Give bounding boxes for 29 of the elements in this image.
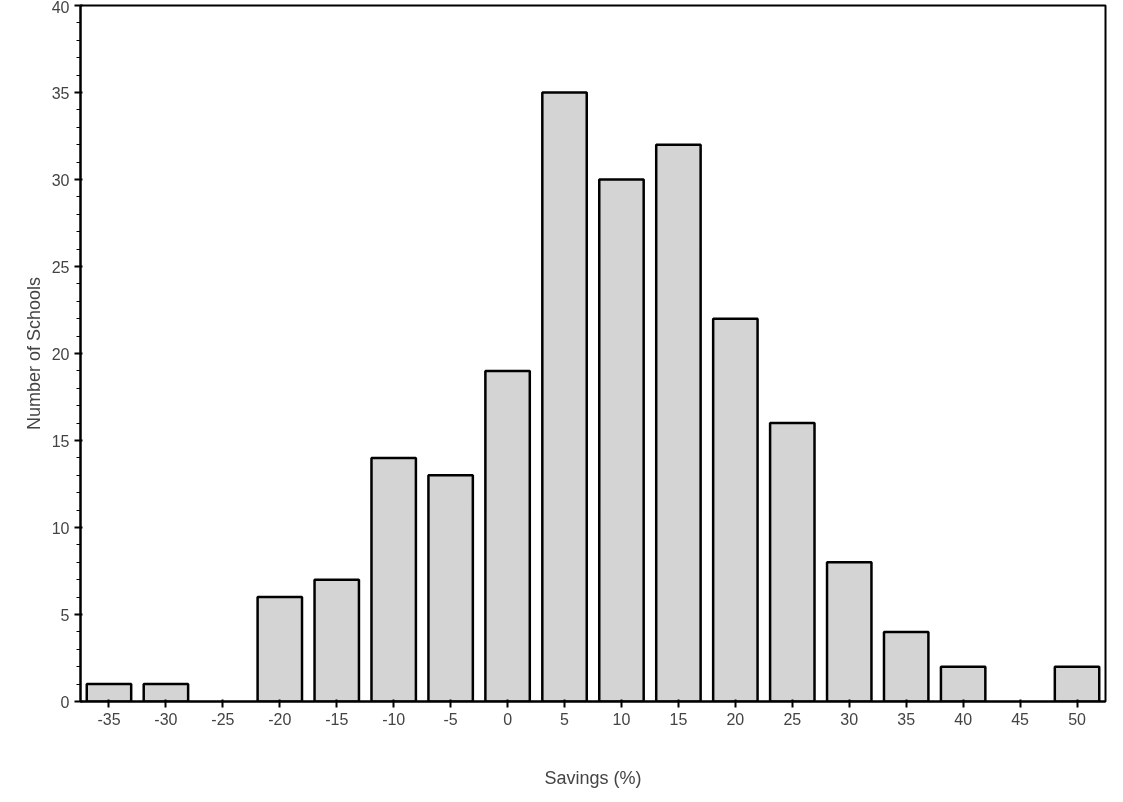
x-tick-label: -35 xyxy=(97,710,121,728)
x-tick-label: 15 xyxy=(669,710,688,728)
y-tick-label: 15 xyxy=(51,432,70,450)
x-tick-label: 5 xyxy=(560,710,570,728)
x-tick-label: 20 xyxy=(726,710,745,728)
y-tick-label: 0 xyxy=(60,693,70,711)
x-tick-label: -25 xyxy=(211,710,235,728)
y-tick-label: 25 xyxy=(51,258,70,276)
x-tick-label: 40 xyxy=(954,710,973,728)
x-tick-label: -20 xyxy=(268,710,292,728)
y-tick-label: 35 xyxy=(51,84,70,102)
y-tick-label: 5 xyxy=(60,606,70,624)
x-tick-label: 50 xyxy=(1068,710,1087,728)
x-tick-label: 0 xyxy=(503,710,513,728)
y-tick-label: 30 xyxy=(51,171,70,189)
x-tick-label: 10 xyxy=(612,710,631,728)
x-tick-label: 25 xyxy=(783,710,802,728)
x-tick-label: -15 xyxy=(325,710,349,728)
y-tick-label: 20 xyxy=(51,345,70,363)
x-tick-label: 30 xyxy=(840,710,859,728)
x-tick-label: 35 xyxy=(897,710,916,728)
y-tick-label: 10 xyxy=(51,519,70,537)
x-tick-label: -5 xyxy=(443,710,458,728)
x-tick-label: 45 xyxy=(1011,710,1030,728)
y-axis-title: Number of Schools xyxy=(23,276,44,431)
x-axis-title: Savings (%) xyxy=(544,767,642,788)
x-tick-label: -10 xyxy=(382,710,406,728)
x-tick-label: -30 xyxy=(154,710,178,728)
y-tick-label: 40 xyxy=(51,0,70,16)
